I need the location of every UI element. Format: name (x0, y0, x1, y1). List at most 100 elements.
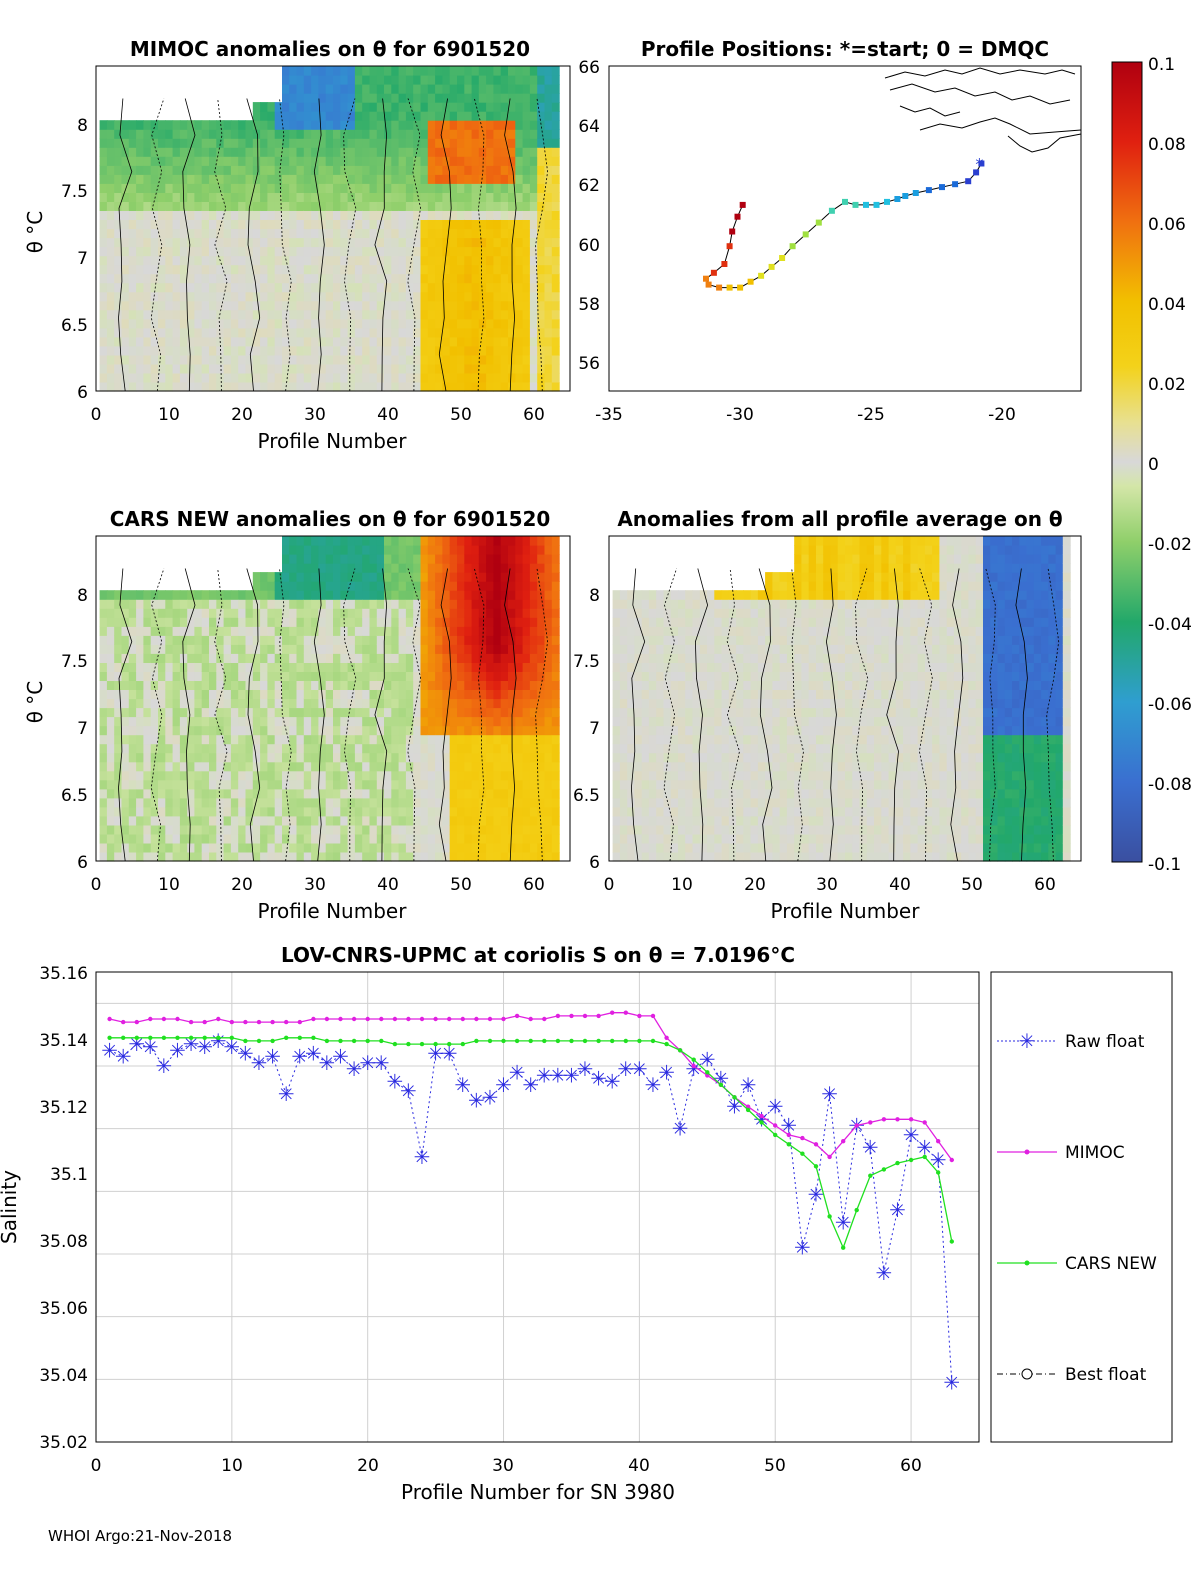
mimoc-heatmap-cell (362, 102, 371, 112)
cars-heatmap-cell (238, 644, 247, 654)
average-heatmap-cell (736, 779, 744, 790)
colorbar-tick: -0.1 (1148, 855, 1181, 875)
mimoc-heatmap-cell (457, 147, 465, 157)
mimoc-heatmap-cell (245, 354, 254, 365)
mimoc-heatmap-cell (252, 354, 261, 365)
mimoc-heatmap-cell (544, 354, 553, 365)
cars-heatmap-cell (201, 671, 210, 681)
mimoc-heatmap-cell (99, 345, 108, 356)
mimoc-heatmap-cell (529, 201, 538, 211)
cars-heatmap-cell (427, 833, 436, 844)
cars-heatmap-cell (362, 842, 371, 853)
cars-heatmap-cell (391, 680, 400, 690)
cars-heatmap-cell (179, 815, 188, 826)
average-heatmap-cell (707, 815, 715, 826)
cars-heatmap-cell (194, 761, 203, 772)
cars-heatmap-cell (245, 797, 254, 808)
cars-heatmap-cell (427, 698, 436, 709)
cars-heatmap-cell (187, 707, 196, 718)
mimoc-xtick: 40 (377, 405, 399, 425)
cars-heatmap-cell (311, 761, 319, 772)
mimoc-heatmap-cell (413, 102, 422, 112)
mimoc-ytick: 6.5 (61, 316, 88, 336)
cars-heatmap-cell (106, 842, 115, 853)
cars-heatmap-cell (544, 590, 553, 600)
mimoc-heatmap-cell (471, 147, 480, 157)
mimoc-heatmap-cell (391, 273, 400, 284)
mimoc-heatmap-cell (362, 93, 371, 103)
cars-heatmap-cell (529, 716, 538, 727)
cars-heatmap-cell (522, 815, 531, 826)
average-heatmap-cell (736, 842, 744, 853)
mimoc-heatmap-cell (136, 300, 144, 311)
mimoc-heatmap-cell (216, 192, 225, 202)
cars-heatmap-cell (172, 599, 181, 609)
mimoc-heatmap-cell (128, 345, 137, 356)
mimoc-heatmap-cell (354, 264, 363, 275)
cars-heatmap-cell (289, 599, 298, 609)
mimoc-heatmap-cell (245, 237, 254, 248)
mimoc-heatmap-cell (449, 363, 458, 374)
cars-heatmap-cell (165, 779, 174, 790)
cars-heatmap-cell (471, 743, 480, 754)
mimoc-heatmap-cell (121, 264, 130, 275)
cars-heatmap-cell (435, 833, 443, 844)
mimoc-heatmap-cell (260, 327, 268, 338)
cars-heatmap-cell (260, 725, 268, 736)
mimoc-heatmap-cell (369, 75, 378, 85)
mimoc-heatmap-cell (493, 318, 502, 329)
cars-heatmap-cell (369, 671, 378, 681)
mimoc-heatmap-cell (515, 282, 524, 293)
mimoc-heatmap-cell (252, 264, 261, 275)
cars-heatmap-cell (515, 653, 524, 663)
cars-heatmap-cell (230, 824, 239, 835)
mimoc-heatmap-cell (493, 219, 502, 230)
cars-heatmap-cell (362, 563, 371, 573)
cars-heatmap-cell (333, 852, 341, 862)
cars-heatmap-cell (413, 734, 422, 745)
mimoc-heatmap-cell (449, 255, 458, 266)
mimoc-heatmap-cell (223, 147, 232, 157)
mimoc-heatmap-cell (537, 102, 546, 112)
average-heatmap-cell (699, 608, 708, 618)
cars-heatmap-cell (500, 653, 509, 663)
cars-heatmap-cell (187, 833, 196, 844)
mimoc-heatmap-cell (209, 291, 217, 302)
mimoc-heatmap-cell (508, 382, 516, 392)
mimoc-heatmap-cell (201, 309, 210, 320)
average-heatmap-cell (648, 743, 657, 754)
mimoc-heatmap-cell (551, 93, 560, 103)
average-heatmap-cell (678, 797, 686, 808)
mimoc-heatmap-cell (333, 75, 341, 85)
cars-heatmap-cell (209, 698, 217, 709)
cars-heatmap-cell (128, 716, 137, 727)
cars-heatmap-cell (493, 635, 502, 645)
cars-heatmap-cell (216, 608, 225, 618)
cars-heatmap-cell (114, 833, 123, 844)
average-heatmap-cell (692, 626, 701, 636)
mimoc-heatmap-cell (405, 228, 414, 239)
mimoc-heatmap-cell (405, 84, 414, 94)
cars-heatmap-cell (121, 689, 130, 700)
cars-heatmap-cell (209, 617, 217, 627)
mimoc-heatmap-cell (296, 345, 305, 356)
mimoc-heatmap-cell (464, 255, 473, 266)
cars-heatmap-cell (457, 536, 465, 546)
mimoc-heatmap-cell (515, 138, 524, 148)
cars-heatmap-cell (478, 536, 487, 546)
mimoc-heatmap-cell (296, 102, 305, 112)
mimoc-heatmap-cell (114, 129, 123, 139)
mimoc-heatmap-cell (150, 255, 159, 266)
cars-heatmap-cell (376, 842, 385, 853)
cars-heatmap-cell (333, 680, 341, 690)
mimoc-heatmap-cell (128, 228, 137, 239)
cars-heatmap-cell (136, 662, 144, 672)
mimoc-heatmap-cell (544, 255, 553, 266)
mimoc-heatmap-cell (216, 300, 225, 311)
average-heatmap-cell (678, 599, 686, 609)
mimoc-heatmap-cell (405, 120, 414, 130)
cars-heatmap-cell (311, 626, 319, 636)
mimoc-heatmap-cell (493, 382, 502, 392)
cars-heatmap-cell (354, 824, 363, 835)
mimoc-heatmap-cell (551, 264, 560, 275)
